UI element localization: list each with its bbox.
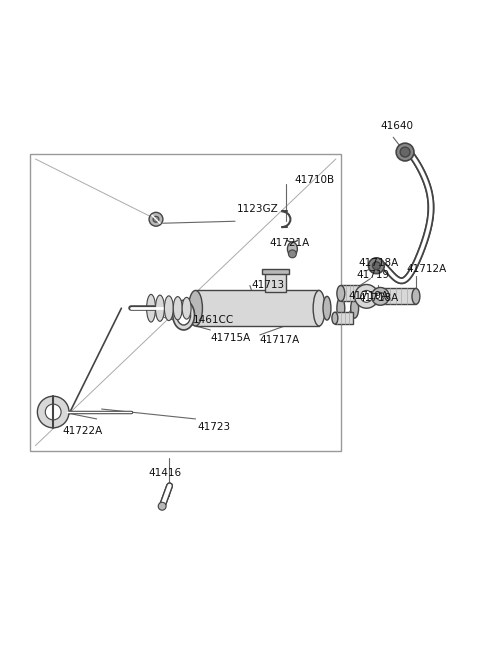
Text: 41416: 41416 xyxy=(148,468,181,478)
Text: 41713: 41713 xyxy=(252,280,285,290)
Bar xyxy=(335,312,353,324)
Circle shape xyxy=(372,262,380,270)
Text: 1123GZ: 1123GZ xyxy=(237,204,279,214)
Circle shape xyxy=(396,143,414,161)
Bar xyxy=(262,269,289,274)
Text: 41718A: 41718A xyxy=(359,258,399,268)
Circle shape xyxy=(45,404,61,420)
Bar xyxy=(30,154,341,451)
Circle shape xyxy=(369,258,384,274)
Text: 41721A: 41721A xyxy=(270,238,310,248)
Text: 41710B: 41710B xyxy=(294,175,335,185)
Ellipse shape xyxy=(173,301,194,330)
Ellipse shape xyxy=(332,312,338,324)
Ellipse shape xyxy=(156,295,164,322)
Circle shape xyxy=(37,396,69,428)
Ellipse shape xyxy=(164,296,173,320)
Ellipse shape xyxy=(351,298,359,318)
Bar xyxy=(195,290,319,326)
Text: 41719A: 41719A xyxy=(349,291,389,301)
Ellipse shape xyxy=(177,305,191,325)
Ellipse shape xyxy=(288,250,296,258)
Ellipse shape xyxy=(189,290,203,326)
Ellipse shape xyxy=(323,296,331,320)
Ellipse shape xyxy=(337,286,345,301)
Ellipse shape xyxy=(288,242,297,256)
Text: 41722A: 41722A xyxy=(62,426,102,436)
Text: 41718A: 41718A xyxy=(359,293,399,303)
Circle shape xyxy=(376,292,384,301)
Text: 41715A: 41715A xyxy=(210,333,251,343)
Text: 41723: 41723 xyxy=(197,422,230,432)
Ellipse shape xyxy=(412,288,420,305)
Circle shape xyxy=(153,216,159,222)
Circle shape xyxy=(355,284,378,309)
Bar xyxy=(367,288,416,305)
Bar xyxy=(341,286,364,301)
Ellipse shape xyxy=(313,290,325,326)
Text: 41717A: 41717A xyxy=(260,335,300,345)
Ellipse shape xyxy=(337,297,345,319)
Circle shape xyxy=(360,290,372,303)
Circle shape xyxy=(158,502,166,510)
Text: 41719: 41719 xyxy=(357,270,390,280)
Bar xyxy=(264,272,287,292)
Circle shape xyxy=(400,147,410,157)
Ellipse shape xyxy=(146,294,156,322)
Ellipse shape xyxy=(173,297,182,320)
Text: 41640: 41640 xyxy=(380,121,413,132)
Text: 41712A: 41712A xyxy=(406,264,446,274)
Circle shape xyxy=(372,288,389,305)
Ellipse shape xyxy=(182,297,191,319)
Text: 1461CC: 1461CC xyxy=(192,315,234,325)
Circle shape xyxy=(149,212,163,226)
